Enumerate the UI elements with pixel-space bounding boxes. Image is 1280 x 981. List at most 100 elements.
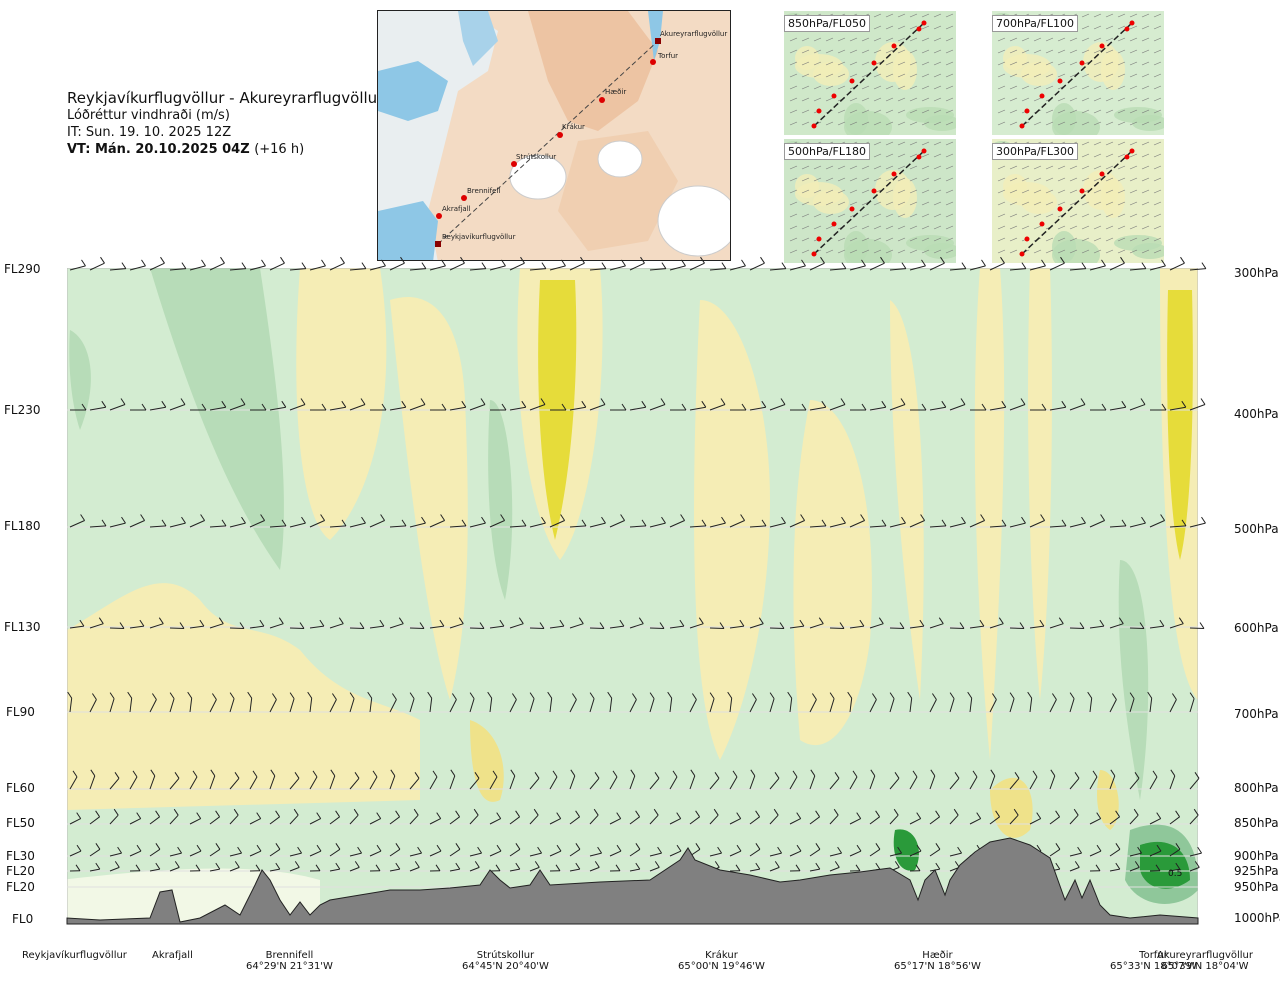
wind-barb-flag <box>661 262 667 269</box>
wind-barb-flag <box>395 810 401 818</box>
wind-barb <box>1129 852 1142 857</box>
mini-map-wind-barb <box>997 121 1006 126</box>
wind-barb <box>1189 268 1206 271</box>
wind-barb-flag <box>319 619 325 627</box>
mini-map-wind-barb <box>1105 121 1114 126</box>
wind-barb <box>349 852 362 857</box>
wind-barb-flag <box>252 770 258 778</box>
wind-barb-flag <box>179 622 185 629</box>
wind-barb-flag <box>200 514 206 521</box>
wind-barb <box>1129 866 1140 872</box>
wind-barb-flag <box>1036 844 1042 852</box>
wind-barb <box>1009 627 1025 629</box>
mini-map-wind-barb <box>909 225 918 230</box>
wind-barb <box>549 520 565 528</box>
wind-barb-flag <box>1079 622 1085 629</box>
wind-barb-flag <box>161 519 167 527</box>
mini-map-wind-barb <box>921 25 930 30</box>
wind-barb <box>509 775 516 790</box>
wind-barb-flag <box>1141 262 1147 269</box>
mini-map-wind-barb <box>1093 109 1102 114</box>
wind-barb <box>349 698 355 713</box>
wind-barb-flag <box>967 691 973 699</box>
wind-barb <box>149 699 157 713</box>
wind-barb-flag <box>900 398 906 405</box>
wind-barb-flag <box>101 400 107 408</box>
mini-map-wind-barb <box>1033 49 1042 54</box>
mini-map-wind-barb <box>885 73 894 78</box>
wind-barb <box>249 698 253 713</box>
wind-barb-flag <box>72 770 78 778</box>
wind-barb-flag <box>792 770 798 778</box>
wind-barb <box>369 818 381 825</box>
mini-map-wind-barb <box>1057 49 1066 54</box>
wind-barb-flag <box>293 808 299 816</box>
mini-map-wind-barb <box>1105 213 1114 218</box>
mini-map-700-label: 700hPa/FL100 <box>992 15 1079 32</box>
wind-barb-flag <box>787 691 793 699</box>
wind-barb <box>449 775 456 790</box>
wind-barb-flag <box>570 769 576 777</box>
wind-barb-flag <box>1021 262 1027 269</box>
wind-barb-flag <box>487 691 493 699</box>
wind-barb-flag <box>469 692 475 699</box>
wind-barb <box>809 262 825 271</box>
wind-barb <box>409 814 419 825</box>
mini-map-wind-barb <box>825 85 834 90</box>
wind-barb <box>789 625 804 629</box>
wind-barb-flag <box>474 861 480 868</box>
mini-map-wind-barb <box>933 237 942 242</box>
wind-barb <box>1049 848 1061 857</box>
mini-map-wind-barb <box>789 97 798 102</box>
wind-barb-flag <box>440 514 446 521</box>
wind-barb-flag <box>1021 516 1026 524</box>
mini-map-wind-barb <box>1105 109 1114 114</box>
mini-map-wind-barb <box>1081 201 1090 206</box>
mini-map-wind-barb <box>825 249 834 254</box>
wind-barb <box>1029 818 1041 825</box>
station-coord: 64°29'N 21°31'W <box>246 961 333 972</box>
left-axis-label: FL60 <box>6 781 35 795</box>
mini-map-wind-barb <box>1117 201 1126 206</box>
wind-barb <box>769 627 785 629</box>
wind-barb <box>769 522 786 528</box>
mini-map-wind-barb <box>885 25 894 30</box>
wind-barb <box>149 816 160 825</box>
wind-barb <box>729 625 744 629</box>
wind-barb-flag <box>132 770 138 778</box>
wind-barb-flag <box>481 516 486 524</box>
wind-barb <box>109 522 126 528</box>
wind-barb <box>1029 776 1038 790</box>
updraft-region <box>974 268 1005 760</box>
mini-map-wind-barb <box>1009 121 1018 126</box>
wind-barb-flag <box>1092 770 1098 778</box>
mini-map-wind-barb <box>1081 121 1090 126</box>
wind-barb-flag <box>275 843 281 850</box>
wind-barb <box>289 627 305 629</box>
wind-barb <box>209 623 224 629</box>
wind-barb <box>489 265 506 271</box>
wind-barb <box>469 777 480 790</box>
mini-map-wind-barb <box>1141 97 1150 102</box>
wind-barb-flag <box>930 769 936 777</box>
wind-barb <box>889 522 906 528</box>
wind-barb-flag <box>201 259 206 267</box>
wind-barb-flag <box>127 691 133 699</box>
mini-map-station-marker <box>1039 93 1045 99</box>
mini-map-wind-barb <box>1117 61 1126 66</box>
wind-barb <box>609 520 625 528</box>
mini-map-wind-barb <box>933 213 942 218</box>
mini-map-wind-barb <box>837 201 846 206</box>
wind-barb-flag <box>659 622 665 629</box>
wind-barb-flag <box>1019 622 1025 629</box>
wind-barb-flag <box>847 691 853 699</box>
wind-barb-flag <box>432 770 438 778</box>
wind-barb <box>729 776 738 790</box>
wind-barb <box>949 852 962 857</box>
strong-downdraft-region <box>1140 841 1190 889</box>
mini-map-wind-barb <box>1057 37 1066 42</box>
wind-barb-flag <box>241 516 246 524</box>
mini-map-wind-barb <box>801 97 810 102</box>
mini-map-wind-barb <box>933 13 942 18</box>
map-label-akrafjall: Akrafjall <box>442 205 471 213</box>
